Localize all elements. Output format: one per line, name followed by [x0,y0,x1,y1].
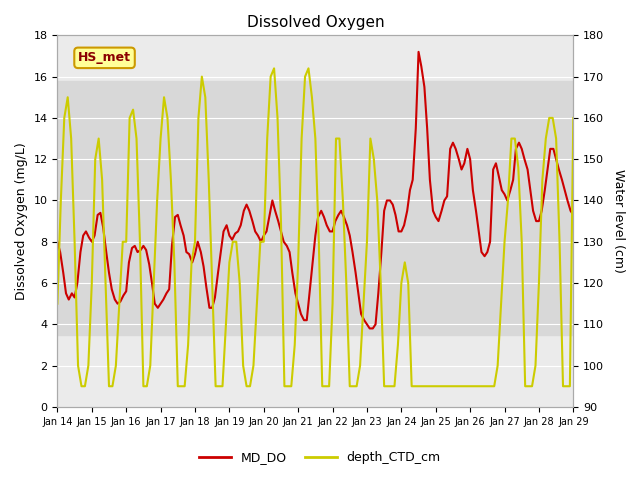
Y-axis label: Dissolved Oxygen (mg/L): Dissolved Oxygen (mg/L) [15,142,28,300]
Text: HS_met: HS_met [78,51,131,64]
Title: Dissolved Oxygen: Dissolved Oxygen [246,15,384,30]
Bar [58,81,573,335]
Y-axis label: Water level (cm): Water level (cm) [612,169,625,273]
Legend: MD_DO, depth_CTD_cm: MD_DO, depth_CTD_cm [195,446,445,469]
